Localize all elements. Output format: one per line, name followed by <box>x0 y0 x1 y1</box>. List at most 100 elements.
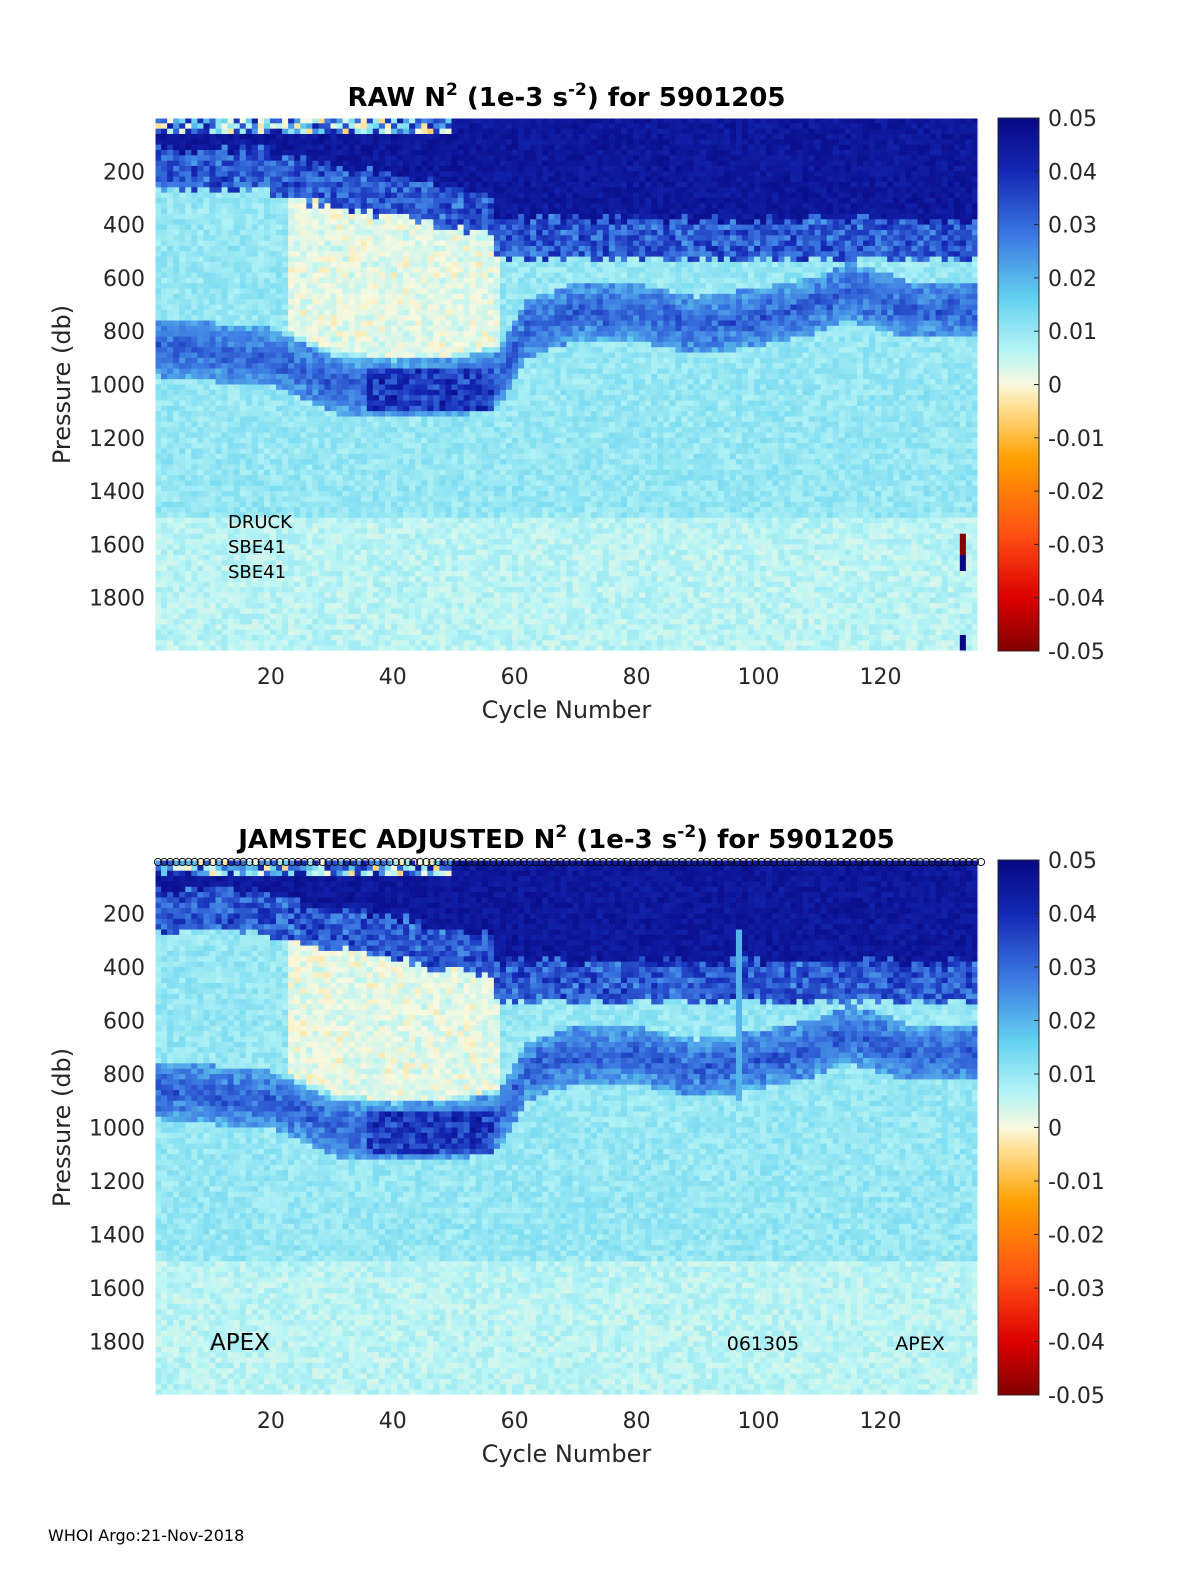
heatmap-cell <box>415 469 422 476</box>
heatmap-cell <box>221 619 229 625</box>
heatmap-cell <box>191 645 198 652</box>
heatmap-cell <box>276 379 283 386</box>
heatmap-cell <box>167 592 174 599</box>
heatmap-cell <box>421 347 428 354</box>
heatmap-cell <box>318 469 326 476</box>
heatmap-cell <box>197 405 205 412</box>
heatmap-cell <box>391 629 398 636</box>
heatmap-cell <box>269 411 277 418</box>
heatmap-cell <box>251 197 259 204</box>
heatmap-cell <box>397 363 404 370</box>
heatmap-cell <box>336 576 344 583</box>
heatmap-cell <box>391 379 398 386</box>
heatmap-cell <box>439 384 447 391</box>
heatmap-cell <box>451 363 459 370</box>
heatmap-cell <box>384 496 392 503</box>
heatmap-cell <box>203 299 211 306</box>
heatmap-cell <box>415 496 422 503</box>
heatmap-cell <box>215 581 223 588</box>
heatmap-cell <box>330 357 338 364</box>
heatmap-cell <box>282 256 289 263</box>
heatmap-cell <box>378 272 386 279</box>
heatmap-cell <box>167 421 174 428</box>
heatmap-cell <box>239 448 247 455</box>
heatmap-cell <box>209 405 217 412</box>
heatmap-cell <box>433 411 441 418</box>
heatmap-cell <box>409 491 416 498</box>
heatmap-cell <box>294 555 301 561</box>
heatmap-cell <box>360 629 368 636</box>
heatmap-cell <box>263 320 271 327</box>
heatmap-cell <box>372 512 380 519</box>
heatmap-cell <box>403 491 410 498</box>
heatmap-cell <box>330 464 338 471</box>
heatmap-cell <box>227 437 235 444</box>
heatmap-cell <box>439 341 447 348</box>
heatmap-cell <box>161 240 168 247</box>
heatmap-cell <box>336 267 344 274</box>
heatmap-cell <box>312 549 319 556</box>
heatmap-cell <box>391 453 398 460</box>
heatmap-cell <box>288 144 295 151</box>
heatmap-cell <box>421 165 428 172</box>
heatmap-cell <box>372 597 380 604</box>
heatmap-cell <box>397 539 404 545</box>
heatmap-cell <box>391 352 398 359</box>
heatmap-cell <box>185 240 192 247</box>
heatmap-cell <box>330 192 338 199</box>
heatmap-cell <box>257 587 265 593</box>
heatmap-cell <box>433 272 441 279</box>
heatmap-cell <box>209 251 217 258</box>
heatmap-cell <box>342 576 350 583</box>
heatmap-cell <box>203 187 211 194</box>
heatmap-cell <box>288 389 295 396</box>
heatmap-cell <box>167 123 174 130</box>
heatmap-cell <box>155 240 162 247</box>
heatmap-cell <box>318 619 326 625</box>
heatmap-cell <box>360 165 368 172</box>
heatmap-cell <box>288 309 295 316</box>
heatmap-cell <box>185 485 192 492</box>
heatmap-cell <box>197 331 205 338</box>
heatmap-cell <box>294 629 301 636</box>
heatmap-cell <box>366 203 374 210</box>
heatmap-cell <box>451 160 459 167</box>
heatmap-cell <box>427 395 434 402</box>
heatmap-cell <box>397 160 404 167</box>
heatmap-cell <box>185 645 192 652</box>
heatmap-cell <box>269 416 277 423</box>
heatmap-cell <box>360 459 368 466</box>
heatmap-cell <box>433 352 441 359</box>
heatmap-cell <box>427 347 434 354</box>
heatmap-cell <box>239 416 247 423</box>
heatmap-cell <box>203 539 211 545</box>
heatmap-cell <box>173 640 180 647</box>
heatmap-cell <box>372 395 380 402</box>
heatmap-cell <box>415 331 422 338</box>
heatmap-cell <box>263 299 271 306</box>
heatmap-cell <box>227 528 235 535</box>
heatmap-cell <box>276 405 283 412</box>
heatmap-cell <box>282 587 289 593</box>
heatmap-cell <box>342 491 350 498</box>
heatmap-cell <box>282 640 289 647</box>
heatmap-cell <box>185 320 192 327</box>
heatmap-cell <box>342 208 350 215</box>
heatmap-cell <box>245 501 253 508</box>
heatmap-cell <box>433 485 441 492</box>
heatmap-cell <box>245 560 253 567</box>
heatmap-cell <box>167 149 174 156</box>
heatmap-cell <box>330 208 338 215</box>
heatmap-cell <box>294 283 301 290</box>
heatmap-cell <box>439 245 447 252</box>
heatmap-cell <box>300 565 307 572</box>
heatmap-cell <box>191 139 198 146</box>
heatmap-cell <box>451 379 459 386</box>
heatmap-cell <box>203 176 211 183</box>
heatmap-cell <box>342 517 350 524</box>
heatmap-cell <box>306 624 313 631</box>
heatmap-cell <box>209 400 217 407</box>
heatmap-cell <box>324 373 332 380</box>
heatmap-cell <box>282 283 289 290</box>
heatmap-cell <box>167 523 174 530</box>
